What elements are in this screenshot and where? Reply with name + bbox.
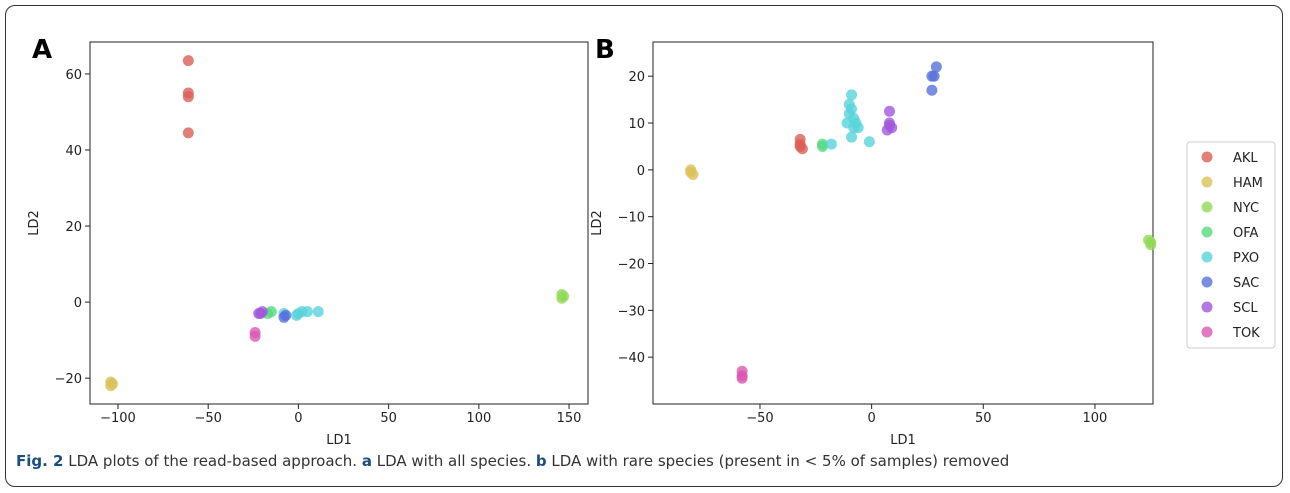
- point: [312, 306, 324, 318]
- y-axis-label: LD2: [590, 210, 605, 236]
- legend-marker: [1201, 226, 1213, 238]
- point: [280, 309, 292, 321]
- y-tick-label: 0: [74, 296, 82, 311]
- legend-label: NYC: [1233, 201, 1259, 216]
- x-tick-label: 0: [294, 411, 302, 426]
- caption-part: b: [535, 452, 547, 470]
- y-tick-label: −20: [618, 258, 645, 273]
- y-axis-label: LD2: [27, 210, 42, 236]
- legend-label: TOK: [1232, 326, 1260, 341]
- x-tick-label: 50: [380, 411, 397, 426]
- legend-marker: [1201, 201, 1213, 213]
- y-tick-label: −20: [55, 372, 82, 387]
- panel-label: B: [595, 35, 615, 65]
- x-axis-label: LD1: [326, 433, 352, 448]
- legend-label: OFA: [1233, 226, 1259, 241]
- frame: [5, 5, 1283, 487]
- y-tick-label: 20: [65, 220, 82, 235]
- legend-box: [1186, 141, 1276, 349]
- plot-area: [89, 41, 589, 405]
- point: [556, 292, 568, 304]
- point: [841, 117, 853, 129]
- x-tick-label: 150: [557, 411, 582, 426]
- y-tick-label: −10: [618, 211, 645, 226]
- point: [794, 140, 806, 152]
- panel-label: A: [32, 35, 52, 65]
- point: [182, 55, 194, 67]
- point: [685, 164, 697, 176]
- legend-marker: [1201, 301, 1213, 313]
- point: [816, 140, 828, 152]
- caption-part: a: [361, 452, 372, 470]
- legend-label: SCL: [1233, 301, 1258, 316]
- x-axis-label: LD1: [890, 433, 916, 448]
- point: [852, 122, 864, 134]
- point: [107, 378, 119, 390]
- x-tick-label: 100: [466, 411, 491, 426]
- x-tick-label: −100: [100, 411, 136, 426]
- x-tick-label: 100: [1083, 411, 1108, 426]
- y-tick-label: 60: [65, 68, 82, 83]
- legend-label: HAM: [1233, 176, 1263, 191]
- legend-marker: [1201, 251, 1213, 263]
- caption-part: LDA plots of the read-based approach.: [63, 452, 362, 470]
- point: [883, 119, 895, 131]
- y-tick-label: 20: [628, 70, 645, 85]
- point: [182, 91, 194, 103]
- y-tick-label: −30: [618, 304, 645, 319]
- caption-part: LDA with rare species (present in < 5% o…: [546, 452, 1010, 470]
- y-tick-label: −40: [618, 351, 645, 366]
- point: [182, 127, 194, 139]
- x-tick-label: −50: [746, 411, 773, 426]
- point: [736, 370, 748, 382]
- point: [301, 306, 313, 318]
- plot-area: [652, 41, 1154, 405]
- y-tick-label: 0: [637, 164, 645, 179]
- point: [883, 105, 895, 117]
- legend-label: PXO: [1233, 251, 1259, 266]
- x-tick-label: −50: [194, 411, 221, 426]
- point: [926, 70, 938, 82]
- point: [265, 306, 277, 318]
- caption-part: LDA with all species.: [371, 452, 536, 470]
- caption: Fig. 2 LDA plots of the read-based appro…: [16, 452, 1009, 470]
- caption-part: Fig. 2: [16, 452, 64, 470]
- point: [253, 308, 265, 319]
- y-tick-label: 40: [65, 144, 82, 159]
- point: [926, 84, 938, 96]
- point: [930, 61, 942, 73]
- legend-marker: [1201, 151, 1213, 163]
- y-tick-label: 10: [628, 117, 645, 132]
- x-tick-label: 0: [867, 411, 875, 426]
- point: [846, 131, 858, 143]
- legend-label: AKL: [1233, 151, 1258, 166]
- point: [1145, 236, 1157, 248]
- legend-marker: [1201, 176, 1213, 188]
- point: [249, 330, 261, 342]
- legend-marker: [1201, 276, 1213, 288]
- legend-marker: [1201, 326, 1213, 338]
- x-tick-label: 50: [975, 411, 992, 426]
- point: [863, 136, 875, 148]
- point: [846, 89, 858, 101]
- legend-label: SAC: [1233, 276, 1259, 291]
- point: [291, 309, 303, 321]
- point: [825, 138, 837, 150]
